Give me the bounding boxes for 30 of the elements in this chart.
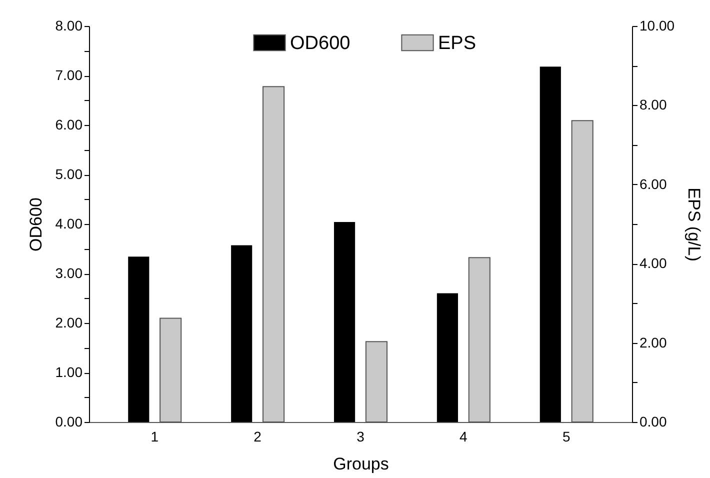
x-tick-label: 1 <box>150 428 159 444</box>
y-tick-label: 7.00 <box>55 67 83 83</box>
x-axis-title: Groups <box>333 454 389 474</box>
y2-tick-label: 8.00 <box>640 96 667 113</box>
y-tick-label: 4.00 <box>55 216 83 232</box>
x-tick-label: 4 <box>460 428 468 444</box>
y-axis-title: OD600 <box>26 198 46 252</box>
y-tick-label: 0.00 <box>55 414 83 430</box>
y2-tick-label: 2.00 <box>640 334 667 350</box>
y2-tick-label: 0.00 <box>640 414 667 430</box>
y-tick-label: 3.00 <box>55 265 83 281</box>
y2-tick-label: 4.00 <box>640 255 667 272</box>
x-tick-label: 3 <box>356 428 365 444</box>
legend-label: OD600 <box>290 32 350 54</box>
x-tick-label: 2 <box>254 428 262 444</box>
bar <box>436 293 458 422</box>
bar <box>540 66 561 422</box>
y-tick-label: 1.00 <box>55 364 83 380</box>
bar <box>128 256 150 422</box>
bar <box>334 222 356 422</box>
y-tick-label: 2.00 <box>55 314 83 330</box>
bar <box>231 245 252 422</box>
x-tick-label: 5 <box>562 428 570 444</box>
y-tick-label: 5.00 <box>55 166 83 182</box>
legend-label: EPS <box>438 32 476 54</box>
y2-axis-title: EPS (g/L) <box>684 188 704 262</box>
y2-tick-label: 6.00 <box>640 176 667 192</box>
y-tick-label: 6.00 <box>55 116 83 132</box>
y2-tick-label: 10.00 <box>640 18 675 34</box>
y-tick-label: 8.00 <box>55 18 83 34</box>
